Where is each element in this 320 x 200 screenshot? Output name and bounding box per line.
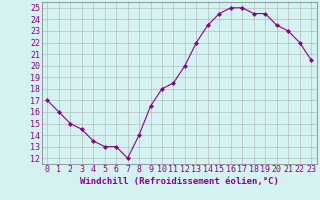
X-axis label: Windchill (Refroidissement éolien,°C): Windchill (Refroidissement éolien,°C) [80, 177, 279, 186]
